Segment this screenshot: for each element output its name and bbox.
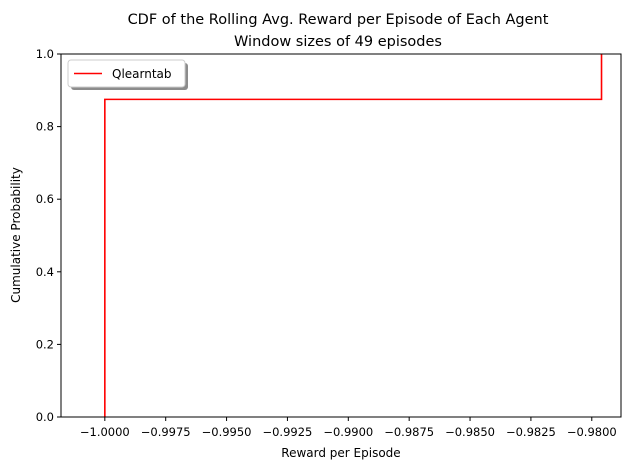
legend-label-qlearntab: Qlearntab bbox=[112, 67, 172, 81]
x-tick-label: −0.9900 bbox=[323, 425, 373, 439]
y-axis-label: Cumulative Probability bbox=[9, 167, 23, 303]
y-tick-label: 0.0 bbox=[36, 410, 54, 424]
series-layer bbox=[104, 54, 603, 417]
chart-title: CDF of the Rolling Avg. Reward per Episo… bbox=[128, 12, 549, 28]
y-axis-ticks: 0.0 0.2 0.4 0.6 0.8 1.0 bbox=[36, 47, 61, 424]
y-tick-label: 0.4 bbox=[36, 265, 54, 279]
x-axis-label: Reward per Episode bbox=[281, 446, 400, 460]
y-tick-label: 1.0 bbox=[36, 47, 54, 61]
x-tick-label: −0.9800 bbox=[567, 425, 617, 439]
plot-area bbox=[61, 54, 621, 417]
x-tick-label: −1.0000 bbox=[80, 425, 130, 439]
series-line-qlearntab bbox=[104, 54, 603, 417]
plot-frame bbox=[60, 53, 622, 418]
y-tick-label: 0.6 bbox=[36, 192, 54, 206]
x-tick-label: −0.9875 bbox=[384, 425, 434, 439]
x-tick-label: −0.9975 bbox=[141, 425, 191, 439]
legend: Qlearntab bbox=[67, 59, 188, 90]
x-axis-ticks: −1.0000 −0.9975 −0.9950 −0.9925 −0.9900 −0.98… bbox=[80, 417, 617, 439]
x-tick-label: −0.9850 bbox=[445, 425, 495, 439]
x-tick-label: −0.9825 bbox=[506, 425, 556, 439]
x-tick-label: −0.9950 bbox=[202, 425, 252, 439]
chart-subtitle: Window sizes of 49 episodes bbox=[234, 34, 442, 50]
legend-box bbox=[67, 59, 186, 88]
x-tick-label: −0.9925 bbox=[262, 425, 312, 439]
y-tick-label: 0.2 bbox=[36, 337, 54, 351]
y-tick-label: 0.8 bbox=[36, 120, 54, 134]
